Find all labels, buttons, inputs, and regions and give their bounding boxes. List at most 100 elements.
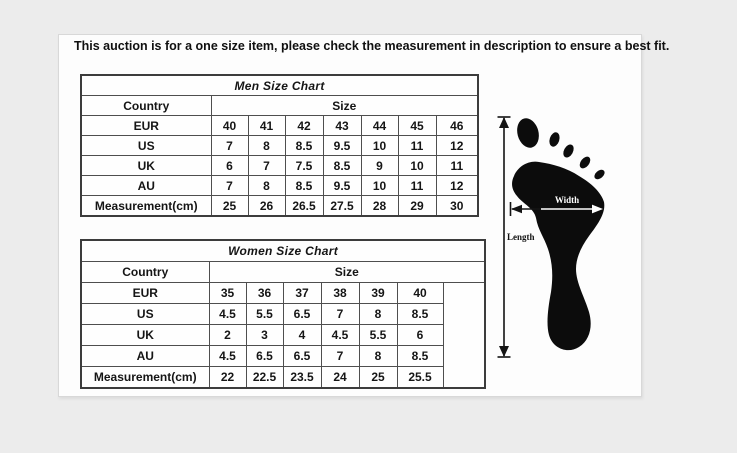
table-row: Country Size xyxy=(80,261,486,283)
country-header-cell: Country xyxy=(80,261,210,283)
table-row: US 7 8 8.5 9.5 10 11 12 xyxy=(80,135,479,156)
row-label-cell: Measurement(cm) xyxy=(80,366,210,389)
size-value-cell: 8 xyxy=(247,135,286,156)
table-row: Country Size xyxy=(80,95,479,116)
size-value-cell: 5.5 xyxy=(358,324,398,346)
content-sheet: This auction is for a one size item, ple… xyxy=(58,34,669,397)
size-value-cell: 7 xyxy=(210,135,249,156)
size-value-cell: 8.5 xyxy=(284,135,324,156)
size-value-cell: 25 xyxy=(358,366,398,389)
row-label-cell: EUR xyxy=(80,282,210,304)
size-value-cell: 43 xyxy=(322,115,362,136)
table-row: EUR 35 36 37 38 39 40 xyxy=(80,282,486,389)
size-value-cell: 8.5 xyxy=(396,345,444,367)
row-label-cell: Measurement(cm) xyxy=(80,195,212,217)
men-size-chart-table: Men Size Chart Country Size EUR 40 41 42… xyxy=(80,74,480,217)
table-row: AU 4.5 6.5 6.5 7 8 8.5 xyxy=(80,345,485,367)
size-header-cell: Size xyxy=(210,95,479,116)
size-value-cell: 26.5 xyxy=(284,195,324,217)
size-value-cell: 7 xyxy=(320,303,360,325)
size-value-cell: 23.5 xyxy=(282,366,322,389)
length-label: Length xyxy=(507,232,535,242)
size-value-cell: 8.5 xyxy=(322,155,362,176)
size-value-cell: 27.5 xyxy=(322,195,362,217)
size-value-cell: 8.5 xyxy=(284,175,324,196)
size-value-cell: 6.5 xyxy=(282,303,322,325)
length-arrow-icon xyxy=(497,116,511,358)
size-value-cell: 22 xyxy=(208,366,247,389)
size-value-cell: 41 xyxy=(247,115,286,136)
size-value-cell: 7 xyxy=(247,155,286,176)
size-value-cell: 45 xyxy=(397,115,437,136)
size-value-cell: 22.5 xyxy=(245,366,284,389)
table-row: Measurement(cm) 25 26 26.5 27.5 28 29 30 xyxy=(80,195,479,217)
size-value-cell: 6 xyxy=(396,324,444,346)
width-label: Width xyxy=(555,195,579,205)
size-value-cell: 9 xyxy=(360,155,399,176)
size-value-cell: 37 xyxy=(282,282,322,304)
size-value-cell: 6 xyxy=(210,155,249,176)
women-chart-empty-cell xyxy=(442,282,486,389)
size-value-cell: 4.5 xyxy=(208,345,247,367)
size-value-cell: 25 xyxy=(210,195,249,217)
size-value-cell: 8 xyxy=(358,345,398,367)
men-chart-title: Men Size Chart xyxy=(80,74,479,96)
auction-notice-text: This auction is for a one size item, ple… xyxy=(74,39,670,53)
size-value-cell: 11 xyxy=(397,135,437,156)
size-value-cell: 4.5 xyxy=(208,303,247,325)
size-value-cell: 6.5 xyxy=(245,345,284,367)
row-label-cell: US xyxy=(80,303,210,325)
table-row: Measurement(cm) 22 22.5 23.5 24 25 25.5 xyxy=(80,366,485,389)
size-value-cell: 40 xyxy=(210,115,249,136)
size-value-cell: 46 xyxy=(435,115,479,136)
size-value-cell: 24 xyxy=(320,366,360,389)
size-value-cell: 7 xyxy=(210,175,249,196)
size-header-cell: Size xyxy=(208,261,486,283)
size-value-cell: 12 xyxy=(435,175,479,196)
women-chart-title: Women Size Chart xyxy=(80,239,486,262)
size-value-cell: 39 xyxy=(358,282,398,304)
country-header-cell: Country xyxy=(80,95,212,116)
women-size-chart-table: Women Size Chart Country Size EUR 35 36 … xyxy=(80,239,487,389)
size-value-cell: 40 xyxy=(396,282,444,304)
table-row: UK 2 3 4 4.5 5.5 6 xyxy=(80,324,485,346)
size-value-cell: 7.5 xyxy=(284,155,324,176)
size-value-cell: 11 xyxy=(397,175,437,196)
size-value-cell: 7 xyxy=(320,345,360,367)
size-value-cell: 26 xyxy=(247,195,286,217)
size-value-cell: 10 xyxy=(360,135,399,156)
table-row: UK 6 7 7.5 8.5 9 10 11 xyxy=(80,155,479,176)
size-value-cell: 3 xyxy=(245,324,284,346)
size-value-cell: 30 xyxy=(435,195,479,217)
size-value-cell: 38 xyxy=(320,282,360,304)
table-row: US 4.5 5.5 6.5 7 8 8.5 xyxy=(80,303,485,325)
row-label-cell: EUR xyxy=(80,115,212,136)
size-value-cell: 9.5 xyxy=(322,175,362,196)
size-value-cell: 6.5 xyxy=(282,345,322,367)
size-value-cell: 9.5 xyxy=(322,135,362,156)
size-value-cell: 8 xyxy=(358,303,398,325)
width-arrow-icon xyxy=(509,202,603,216)
row-label-cell: UK xyxy=(80,155,212,176)
size-value-cell: 5.5 xyxy=(245,303,284,325)
row-label-cell: AU xyxy=(80,175,212,196)
size-value-cell: 28 xyxy=(360,195,399,217)
row-label-cell: US xyxy=(80,135,212,156)
size-value-cell: 42 xyxy=(284,115,324,136)
table-row: AU 7 8 8.5 9.5 10 11 12 xyxy=(80,175,479,196)
size-value-cell: 35 xyxy=(208,282,247,304)
table-row: EUR 40 41 42 43 44 45 46 xyxy=(80,115,479,136)
size-value-cell: 4.5 xyxy=(320,324,360,346)
table-row: Men Size Chart xyxy=(80,74,479,96)
row-label-cell: UK xyxy=(80,324,210,346)
size-value-cell: 36 xyxy=(245,282,284,304)
size-value-cell: 2 xyxy=(208,324,247,346)
size-value-cell: 8 xyxy=(247,175,286,196)
size-value-cell: 8.5 xyxy=(396,303,444,325)
size-value-cell: 10 xyxy=(397,155,437,176)
foot-measurement-diagram: Length Width xyxy=(497,116,605,358)
size-value-cell: 44 xyxy=(360,115,399,136)
size-value-cell: 25.5 xyxy=(396,366,444,389)
row-label-cell: AU xyxy=(80,345,210,367)
size-value-cell: 29 xyxy=(397,195,437,217)
